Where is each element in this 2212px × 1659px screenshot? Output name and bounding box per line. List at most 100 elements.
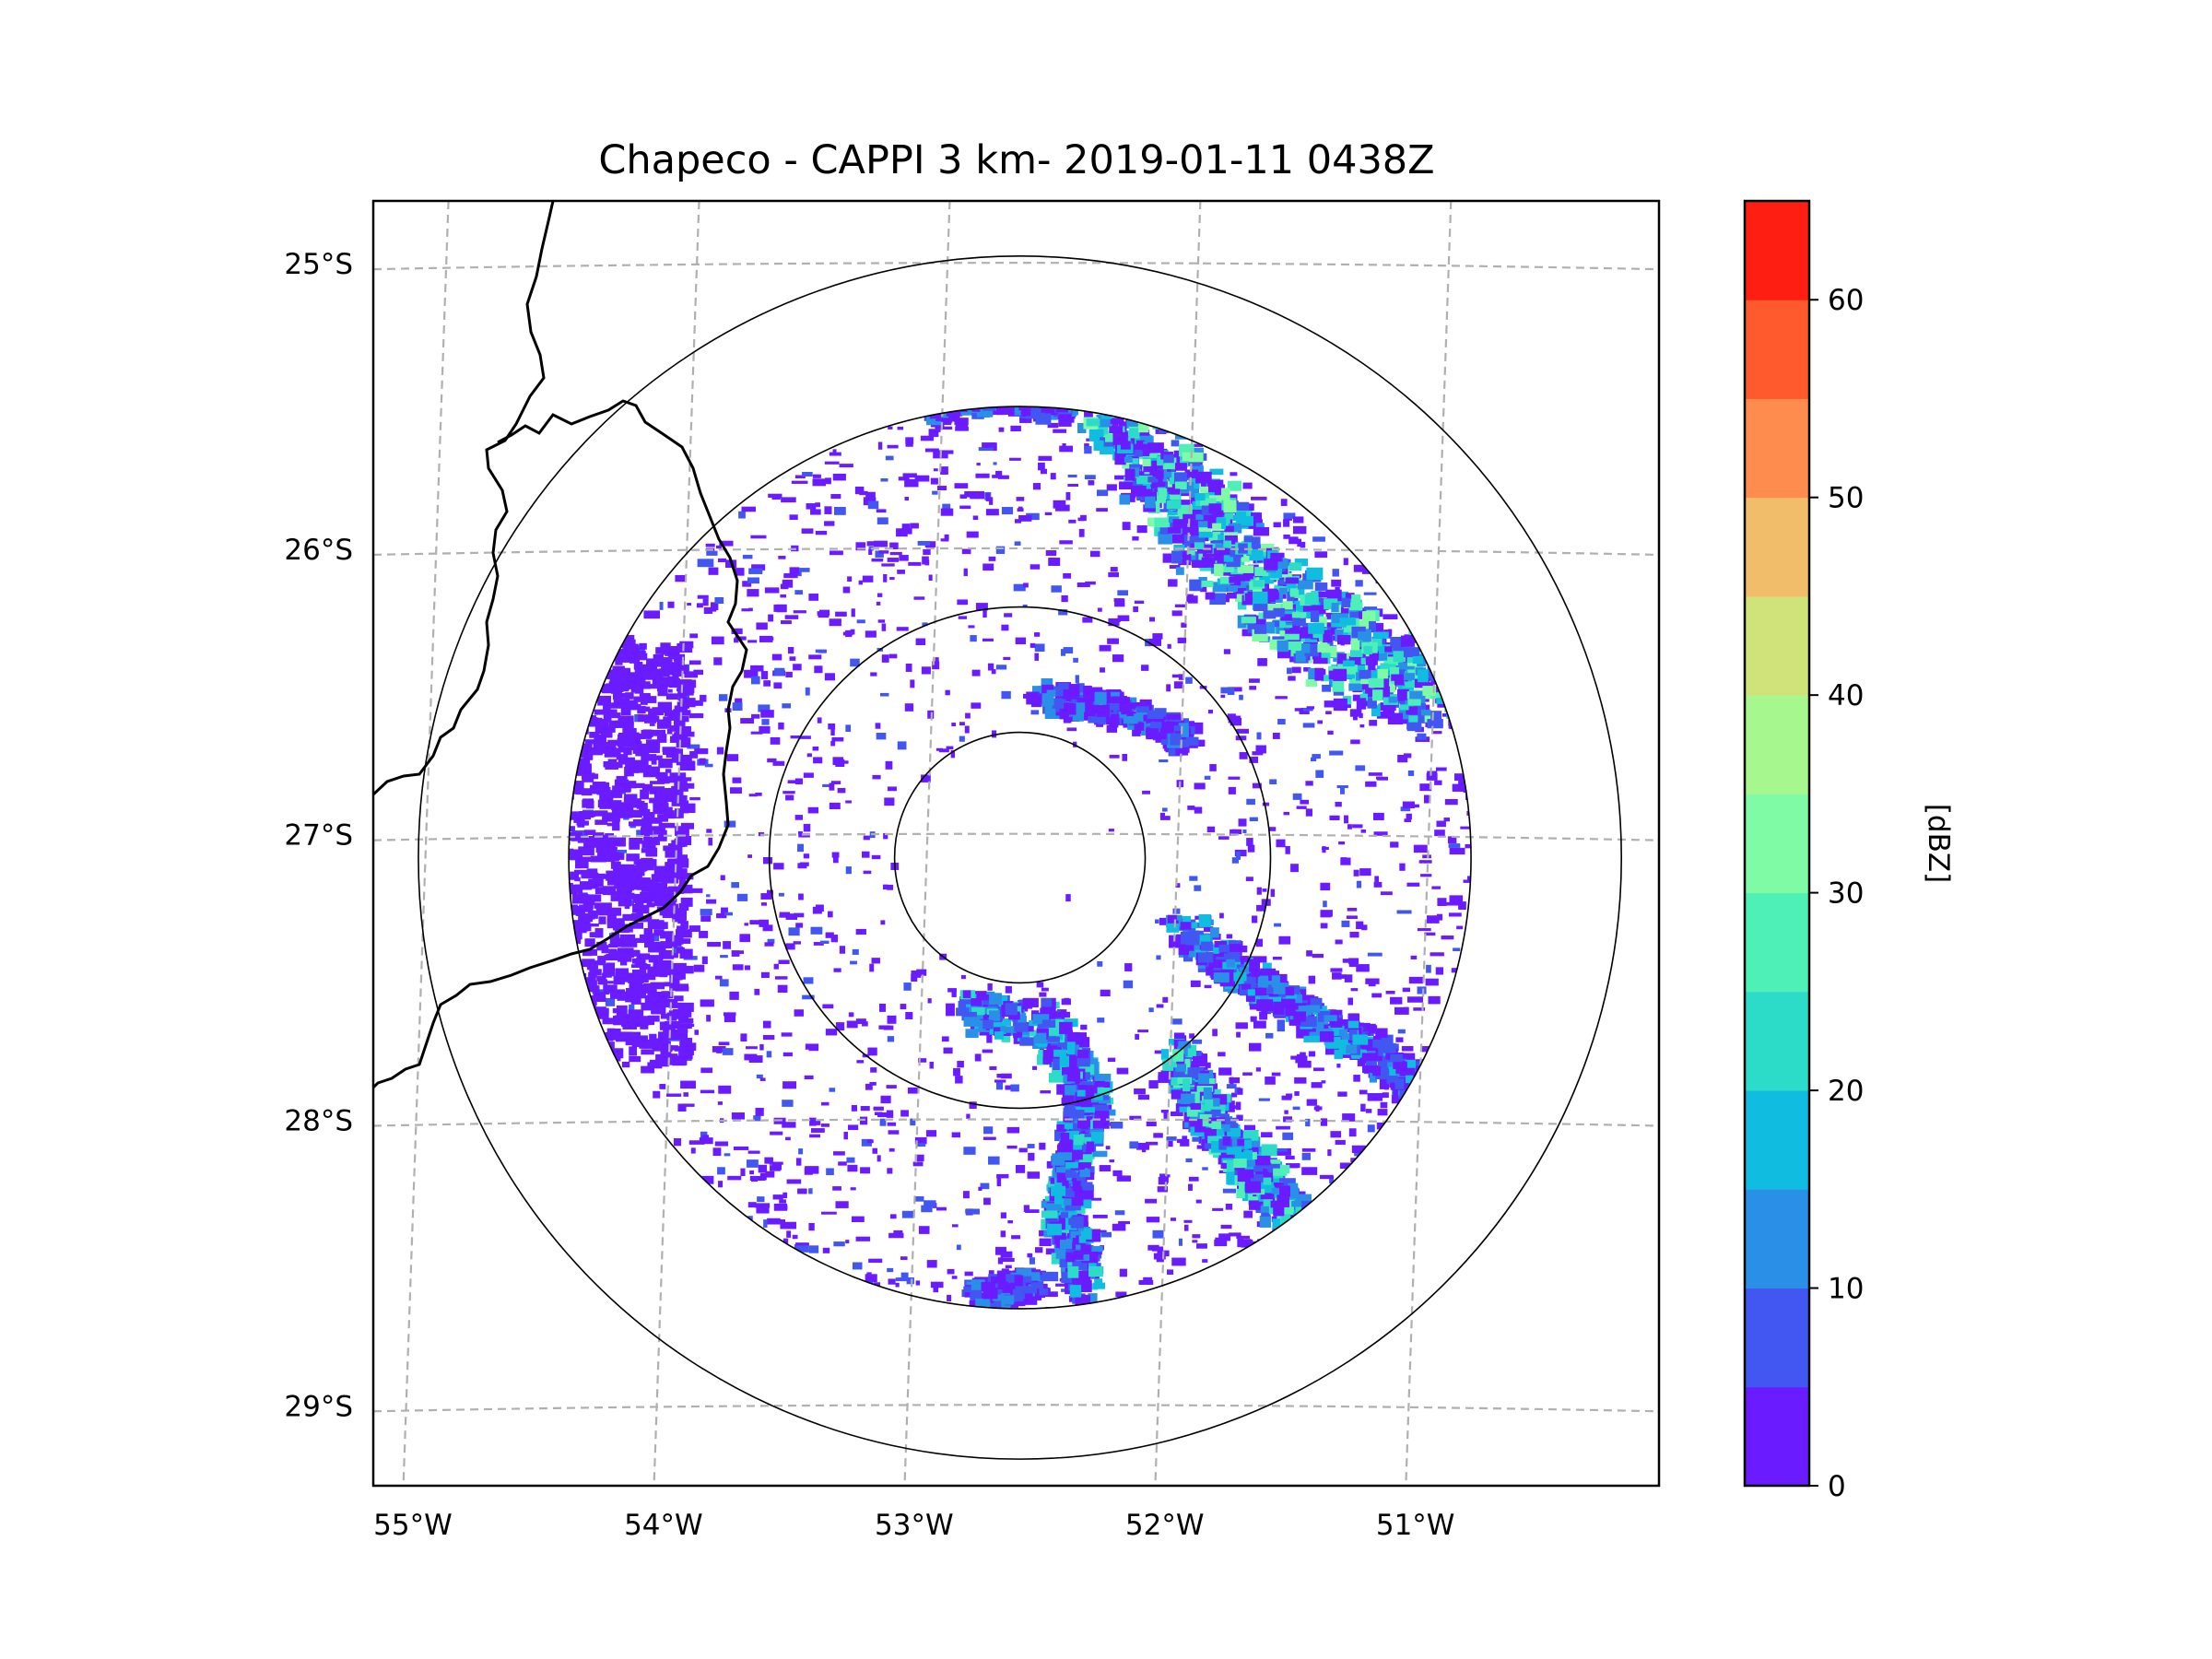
echo-band-3 [1070,1123,1082,1135]
echo-clutter [643,716,656,724]
echo-band-1 [1035,413,1052,425]
echo-speckle [1336,1064,1341,1068]
echo-band-0 [1217,554,1226,564]
echo-clutter [610,990,619,999]
echo-band-3 [998,995,1008,1007]
echo-speckle [1344,974,1353,982]
echo-speckle [1003,656,1011,661]
echo-band-3 [1069,1285,1082,1298]
echo-band-4 [1195,935,1210,946]
echo-speckle [1154,1050,1162,1054]
echo-speckle [901,528,912,535]
echo-speckle [995,1082,1004,1090]
echo-speckle [748,568,763,574]
echo-speckle [1028,1152,1035,1161]
echo-band-3 [1022,998,1033,1009]
echo-band-0 [1159,524,1169,535]
echo-clutter [579,881,593,890]
echo-speckle [938,748,949,753]
echo-speckle [889,551,902,556]
echo-band-3 [1059,1055,1070,1067]
echo-band-3 [1070,1186,1083,1197]
echo-band-3 [1048,1181,1060,1187]
echo-speckle [718,1181,724,1188]
echo-speckle [717,558,727,563]
echo-clutter [599,1007,609,1015]
echo-speckle [1261,1132,1273,1138]
echo-speckle [826,1168,834,1176]
echo-clutter [623,747,632,756]
echo-band-1 [982,406,996,411]
echo-speckle [1183,1224,1189,1231]
echo-speckle [724,820,736,828]
echo-band-0 [1405,700,1415,712]
echo-speckle [847,1164,858,1172]
echo-band-0 [1301,642,1311,653]
echo-speckle [877,593,883,597]
echo-band-2 [1089,693,1099,702]
echo-clutter [610,895,619,901]
echo-band-0 [1412,655,1424,665]
echo-clutter [643,670,654,680]
echo-speckle [1077,517,1085,522]
echo-band-0 [1227,592,1237,599]
echo-speckle [923,548,931,556]
echo-speckle [1182,1135,1188,1143]
echo-speckle [994,1079,1006,1083]
echo-band-3 [1088,1265,1103,1277]
echo-speckle [877,517,888,524]
echo-speckle [821,1101,830,1106]
echo-band-3 [980,994,994,1001]
echo-speckle [659,1084,666,1089]
echo-speckle [1401,1045,1414,1052]
echo-band-0 [1337,664,1349,672]
echo-clutter [582,773,594,782]
echo-speckle [1377,1109,1388,1116]
echo-band-3 [1053,1058,1061,1070]
echo-clutter [577,892,588,900]
echo-speckle [573,818,585,823]
echo-speckle [732,964,744,971]
echo-speckle [1421,1045,1433,1053]
echo-speckle [910,523,919,529]
echo-speckle [649,781,665,784]
echo-band-0 [1427,719,1443,729]
echo-speckle [1200,584,1207,593]
echo-speckle [910,1118,916,1126]
echo-band-0 [1109,426,1124,433]
echo-clutter [628,821,644,827]
echo-band-3 [1003,1018,1011,1026]
echo-speckle [798,1148,804,1155]
echo-clutter [624,794,638,805]
echo-clutter [595,834,611,842]
echo-clutter [581,788,593,796]
echo-clutter [583,830,596,835]
echo-clutter [649,786,665,794]
echo-speckle [1292,516,1304,524]
echo-band-3 [1094,1074,1112,1081]
echo-band-0 [1388,696,1398,703]
echo-band-3 [1053,1049,1067,1057]
echo-speckle [747,1216,753,1220]
echo-speckle [1034,643,1045,653]
echo-speckle [790,735,802,739]
echo-speckle [793,941,801,945]
echo-speckle [1185,1158,1193,1163]
echo-band-2 [1083,685,1092,699]
echo-speckle [1423,794,1430,804]
echo-band-3 [1079,1064,1095,1076]
echo-speckle [845,866,852,875]
echo-band-0 [1198,524,1212,534]
echo-band-0 [1199,581,1214,587]
echo-speckle [1249,756,1259,763]
echo-speckle [983,1126,994,1135]
echo-clutter [629,837,643,844]
echo-band-0 [1159,488,1168,498]
echo-band-0 [1332,679,1345,692]
echo-speckle [653,1090,661,1099]
echo-speckle [905,664,912,672]
echo-speckle [799,862,809,866]
echo-speckle [1207,710,1214,714]
echo-speckle [1466,876,1472,883]
echo-band-1 [1020,408,1031,417]
